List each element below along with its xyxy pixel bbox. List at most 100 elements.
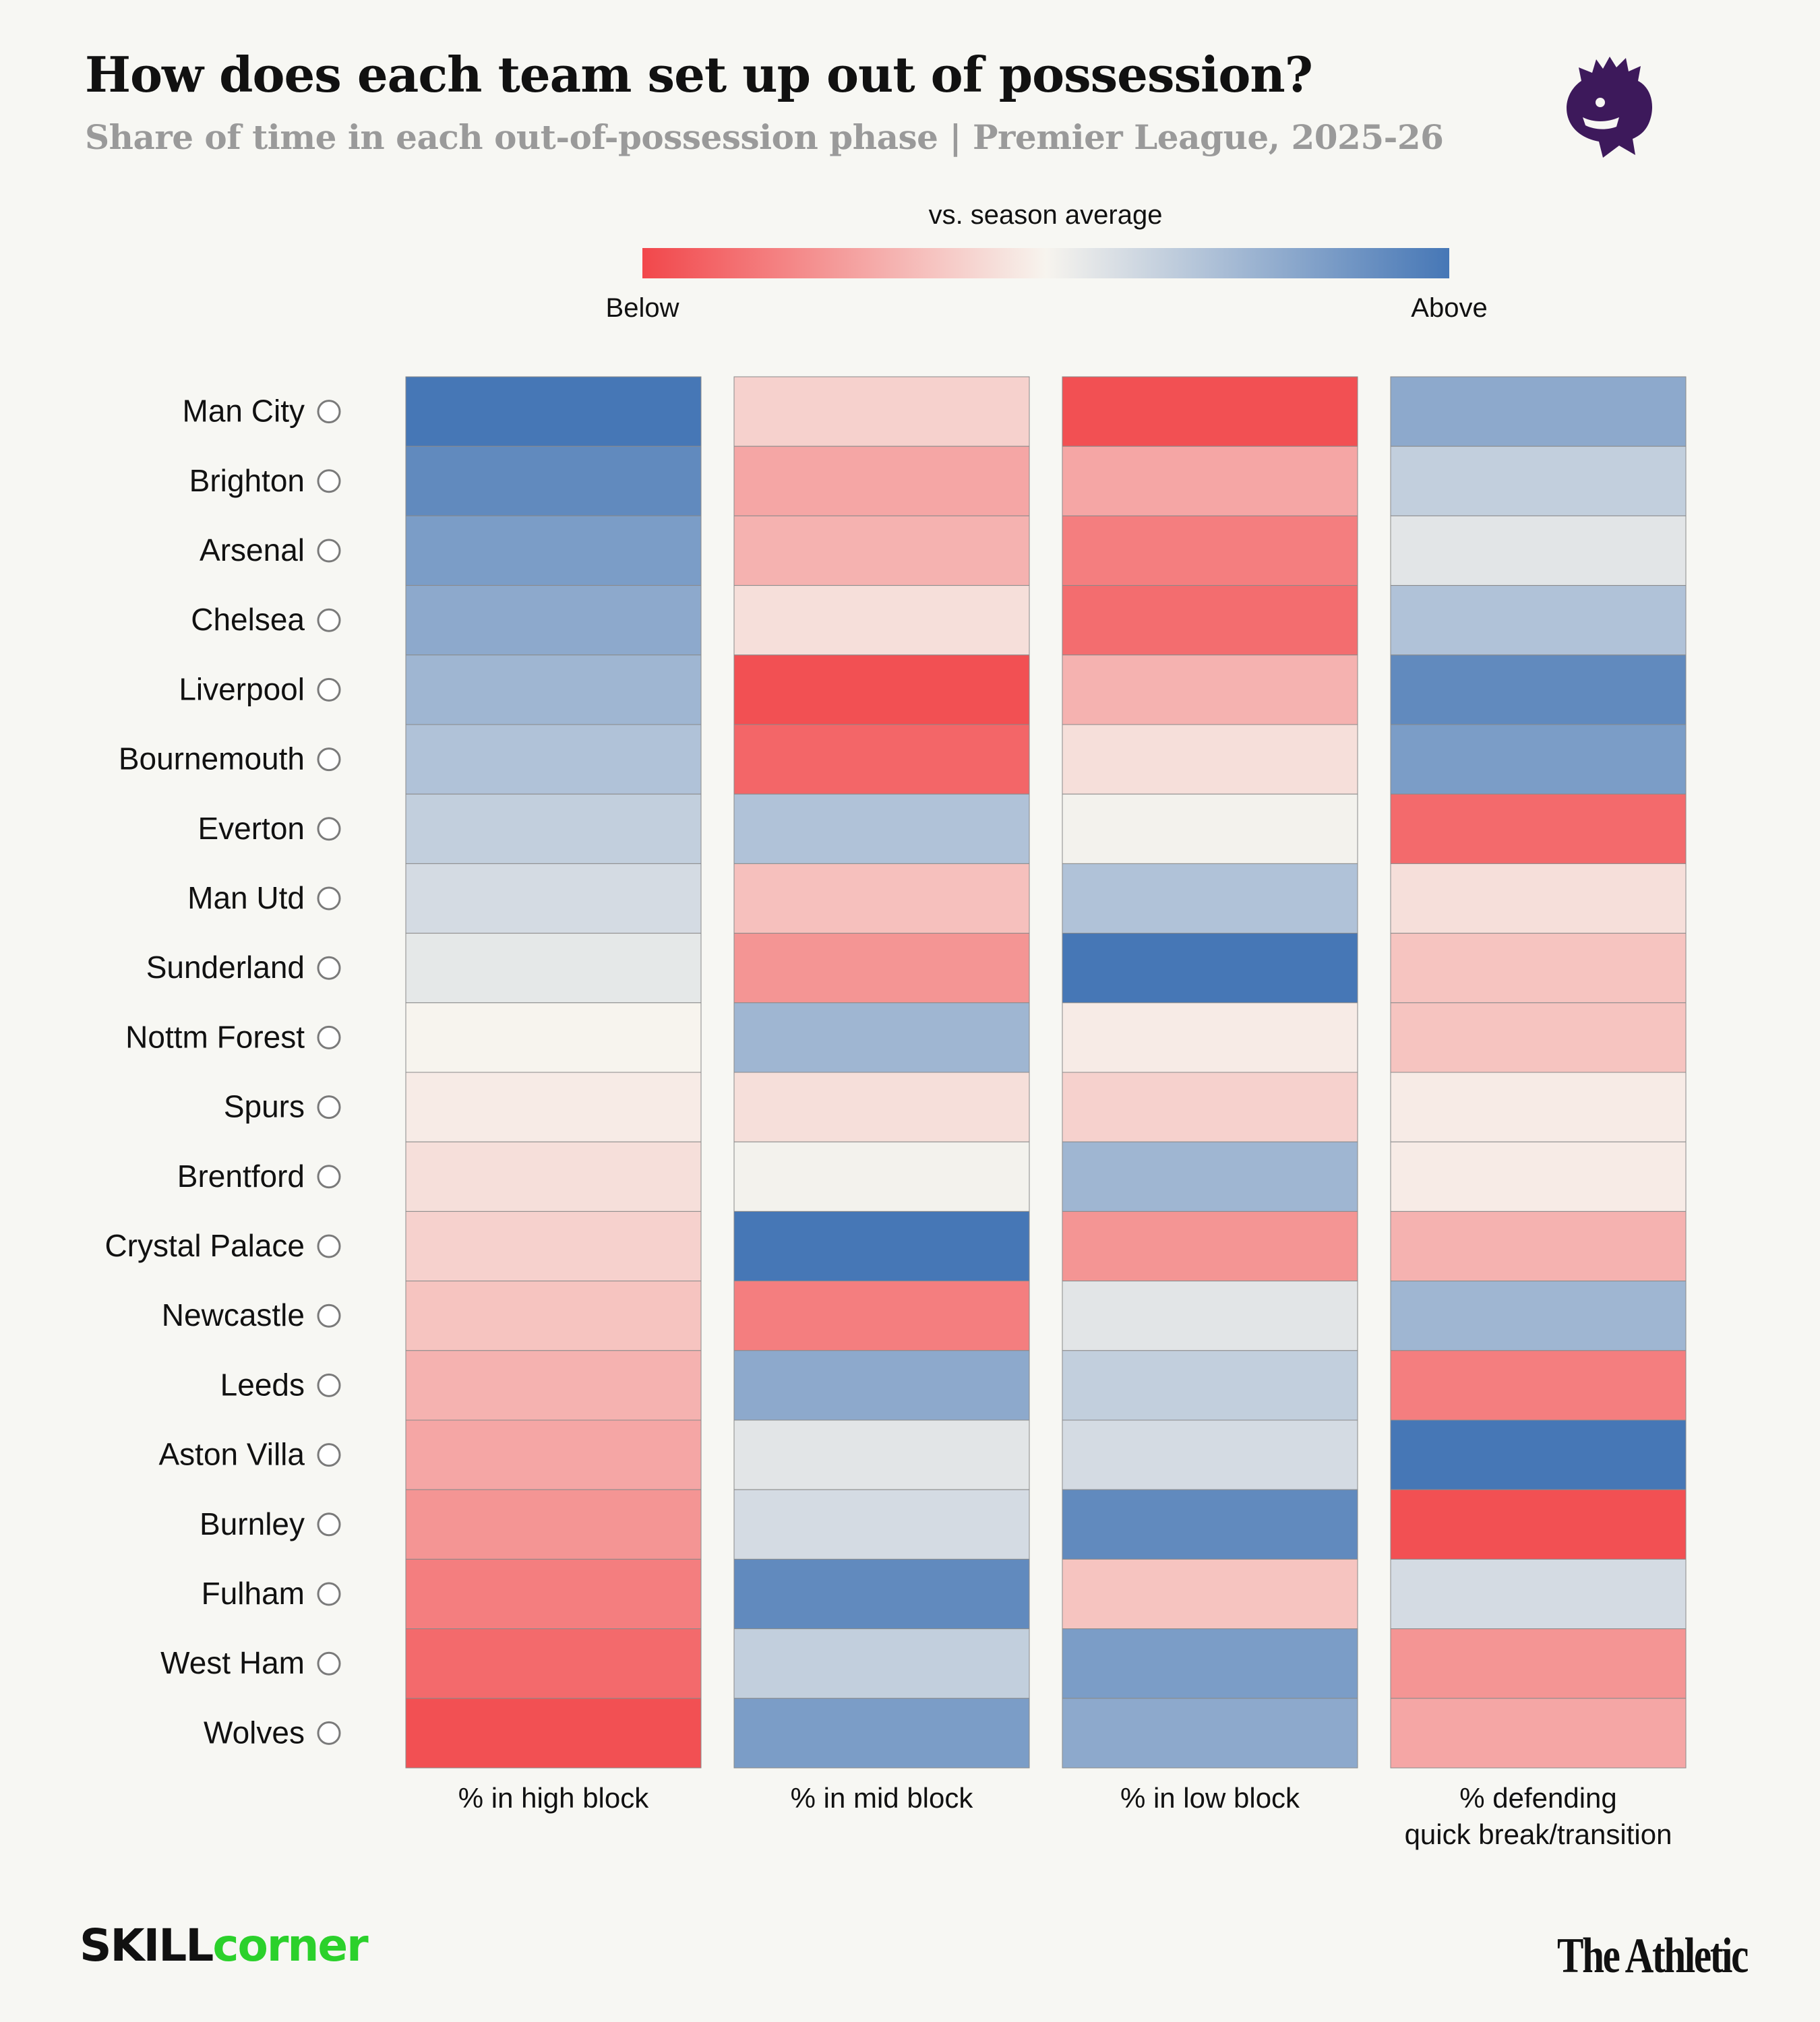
page-title: How does each team set up out of possess… (85, 46, 1313, 103)
team-label: Nottm Forest (125, 1019, 305, 1054)
heatmap-cell (1390, 933, 1687, 1004)
column-label: % in high block (458, 1782, 649, 1814)
heatmap-cell (733, 1350, 1030, 1421)
heatmap-cell (1390, 1558, 1687, 1630)
team-labels: Man City Brighton Arsenal Chelsea Liverpool B… (104, 394, 341, 1750)
team-label: Sunderland (146, 950, 305, 985)
heatmap-cell (1062, 1072, 1358, 1142)
team-badge-icon (317, 1165, 341, 1189)
team-badge-icon (317, 469, 341, 493)
heatmap-cell (405, 1002, 702, 1073)
lion-shape (1567, 57, 1653, 158)
team-badge-icon (317, 539, 341, 563)
lion-mouth (1583, 117, 1619, 129)
team-label: Burnley (200, 1506, 305, 1541)
team-label: Liverpool (179, 671, 305, 706)
team-label: Fulham (202, 1576, 305, 1611)
heatmap-cell (1062, 1628, 1358, 1699)
team-badge-icon (317, 817, 341, 841)
team-label: Spurs (224, 1089, 305, 1124)
heatmap-cell (733, 376, 1030, 447)
team-label: Newcastle (162, 1297, 305, 1332)
heatmap-cell (1062, 1558, 1358, 1630)
team-label: Aston Villa (158, 1437, 305, 1472)
heatmap-cell (1390, 1281, 1687, 1351)
heatmap-cell (733, 933, 1030, 1004)
team-badge-icon (317, 1512, 341, 1537)
team-label: Arsenal (200, 532, 305, 568)
legend-low-label: Below (606, 293, 679, 323)
column-label: % in mid block (791, 1782, 974, 1814)
heatmap-cell (405, 515, 702, 586)
skillcorner-logo-part2: corner (212, 1920, 368, 1971)
heatmap-cell (1062, 863, 1358, 934)
heatmap-cell (405, 1281, 702, 1351)
skillcorner-logo: SKILLcorner (80, 1920, 369, 1971)
heatmap-cell (733, 724, 1030, 795)
heatmap-cell (1390, 1350, 1687, 1421)
heatmap-cell (1062, 724, 1358, 795)
skillcorner-logo-part1: SKILL (80, 1920, 214, 1971)
team-badge-icon (317, 747, 341, 772)
team-label: Brighton (189, 463, 305, 498)
heatmap-cell (1390, 585, 1687, 656)
team-badge-icon (317, 1304, 341, 1328)
heatmap-cell (1062, 376, 1358, 447)
heatmap-cell (405, 654, 702, 725)
heatmap-cell (1062, 1141, 1358, 1212)
team-label: Brentford (177, 1159, 305, 1194)
heatmap-cell (733, 1419, 1030, 1490)
heatmap-cell (733, 1281, 1030, 1351)
heatmap-cell (733, 1628, 1030, 1699)
heatmap-cell (405, 863, 702, 934)
team-badge-icon (317, 1721, 341, 1745)
heatmap-cell (405, 1558, 702, 1630)
heatmap-cell (1390, 515, 1687, 586)
heatmap-cell (405, 1072, 702, 1142)
heatmap-cell (405, 1419, 702, 1490)
heatmap-cell (405, 933, 702, 1004)
heatmap-cell (733, 1489, 1030, 1560)
column-labels: % in high block % in mid block % in low bl… (458, 1782, 1672, 1850)
team-label: West Ham (160, 1645, 305, 1680)
team-badge-icon (317, 1443, 341, 1467)
premier-league-lion-icon (1567, 57, 1653, 158)
heatmap-cell (405, 585, 702, 656)
heatmap-cell (405, 1628, 702, 1699)
team-label: Bournemouth (119, 741, 305, 776)
team-label: Everton (198, 811, 305, 846)
heatmap-cell (733, 1072, 1030, 1142)
heatmap-cell (1390, 654, 1687, 725)
heatmap-cell (733, 1558, 1030, 1630)
team-label: Chelsea (191, 602, 305, 637)
heatmap-cell (1390, 1072, 1687, 1142)
heatmap-cell (733, 793, 1030, 864)
heatmap-cell (1390, 1698, 1687, 1769)
heatmap-cell (733, 1211, 1030, 1282)
team-badge-icon (317, 677, 341, 702)
the-athletic-logo: The Athletic (1557, 1928, 1749, 1984)
heatmap-cell (733, 1002, 1030, 1073)
heatmap-cell (1062, 1489, 1358, 1560)
heatmap-cell (1390, 863, 1687, 934)
team-badge-icon (317, 1582, 341, 1606)
heatmap-cell (733, 863, 1030, 934)
legend-high-label: Above (1411, 293, 1487, 323)
team-label: Leeds (220, 1367, 305, 1402)
heatmap-cell (405, 446, 702, 516)
heatmap-cell (405, 1211, 702, 1282)
team-label: Crystal Palace (104, 1228, 305, 1263)
team-badge-icon (317, 1025, 341, 1049)
team-badge-icon (317, 400, 341, 424)
heatmap-cell (1062, 515, 1358, 586)
column-label: % in low block (1120, 1782, 1300, 1814)
team-badge-icon (317, 608, 341, 632)
heatmap-cell (1062, 1002, 1358, 1073)
legend-title: vs. season average (929, 200, 1163, 230)
heatmap-cell (1062, 1698, 1358, 1769)
heatmap-cell (1062, 1281, 1358, 1351)
heatmap-cell (405, 1489, 702, 1560)
team-badge-icon (317, 1651, 341, 1676)
team-badge-icon (317, 1373, 341, 1397)
